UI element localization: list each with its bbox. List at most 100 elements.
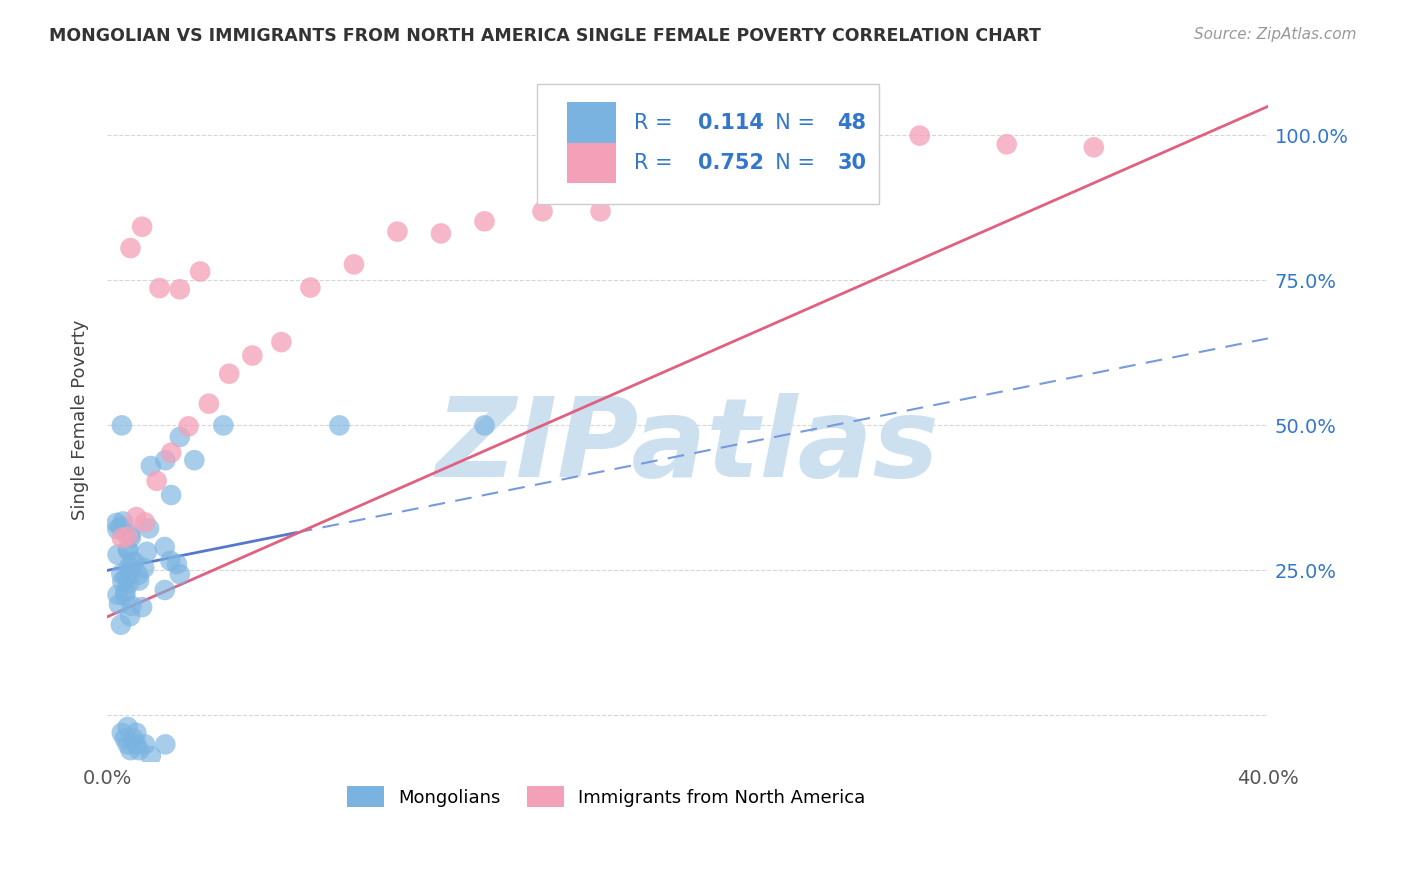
Immigrants from North America	[589, 204, 612, 219]
Mongolians	[183, 453, 205, 467]
Mongolians	[120, 609, 142, 624]
Mongolians	[127, 568, 149, 582]
Mongolians	[117, 542, 139, 557]
Immigrants from North America	[1083, 140, 1105, 154]
Mongolians	[120, 530, 142, 544]
Mongolians	[169, 567, 191, 582]
Mongolians	[125, 725, 148, 739]
FancyBboxPatch shape	[567, 103, 616, 143]
Mongolians	[111, 418, 134, 433]
Mongolians	[120, 743, 142, 757]
Mongolians	[118, 559, 141, 574]
Text: MONGOLIAN VS IMMIGRANTS FROM NORTH AMERICA SINGLE FEMALE POVERTY CORRELATION CHA: MONGOLIAN VS IMMIGRANTS FROM NORTH AMERI…	[49, 27, 1040, 45]
Mongolians	[107, 588, 129, 602]
Immigrants from North America	[188, 264, 211, 278]
Mongolians	[107, 548, 129, 562]
Mongolians	[124, 555, 146, 569]
Immigrants from North America	[706, 182, 728, 196]
Immigrants from North America	[531, 204, 554, 219]
Mongolians	[118, 576, 141, 591]
Legend: Mongolians, Immigrants from North America: Mongolians, Immigrants from North Americ…	[340, 779, 873, 814]
Mongolians	[117, 720, 139, 734]
Immigrants from North America	[908, 128, 931, 143]
Text: N =: N =	[762, 112, 821, 133]
Immigrants from North America	[177, 419, 200, 434]
Mongolians	[117, 737, 139, 751]
Immigrants from North America	[763, 171, 786, 186]
Text: ZIPatlas: ZIPatlas	[436, 393, 939, 500]
Mongolians	[155, 737, 177, 751]
Immigrants from North America	[240, 349, 263, 363]
Text: 30: 30	[838, 153, 866, 173]
Mongolians	[114, 731, 136, 746]
Immigrants from North America	[111, 531, 134, 545]
Immigrants from North America	[837, 154, 859, 169]
Mongolians	[121, 599, 143, 613]
Mongolians	[120, 527, 142, 541]
Text: R =: R =	[634, 153, 679, 173]
Immigrants from North America	[169, 282, 191, 296]
Immigrants from North America	[160, 446, 183, 460]
FancyBboxPatch shape	[537, 84, 879, 204]
Mongolians	[114, 589, 136, 603]
Mongolians	[328, 418, 350, 433]
Mongolians	[139, 749, 162, 764]
Mongolians	[160, 488, 183, 502]
Mongolians	[128, 743, 150, 757]
Immigrants from North America	[218, 367, 240, 381]
Immigrants from North America	[117, 529, 139, 543]
Mongolians	[117, 542, 139, 557]
Mongolians	[118, 565, 141, 579]
Text: 0.114: 0.114	[697, 112, 763, 133]
Mongolians	[135, 545, 157, 559]
Immigrants from North America	[647, 163, 669, 178]
Immigrants from North America	[387, 225, 409, 239]
Immigrants from North America	[270, 334, 292, 349]
Mongolians	[110, 617, 132, 632]
Text: R =: R =	[634, 112, 679, 133]
Immigrants from North America	[134, 516, 156, 530]
Mongolians	[110, 520, 132, 534]
Immigrants from North America	[430, 227, 453, 241]
Mongolians	[108, 598, 131, 612]
Immigrants from North America	[343, 257, 366, 271]
Immigrants from North America	[299, 280, 322, 294]
Mongolians	[105, 522, 128, 536]
Immigrants from North America	[198, 397, 221, 411]
Mongolians	[138, 521, 160, 535]
Immigrants from North America	[995, 137, 1018, 152]
Mongolians	[139, 458, 162, 473]
Mongolians	[128, 574, 150, 588]
Mongolians	[122, 731, 145, 746]
Mongolians	[153, 582, 176, 597]
Mongolians	[166, 557, 188, 571]
Immigrants from North America	[148, 281, 170, 295]
Mongolians	[212, 418, 235, 433]
FancyBboxPatch shape	[567, 143, 616, 183]
Mongolians	[105, 516, 128, 530]
Immigrants from North America	[125, 510, 148, 524]
Immigrants from North America	[145, 474, 167, 488]
Mongolians	[131, 600, 153, 615]
Text: Source: ZipAtlas.com: Source: ZipAtlas.com	[1194, 27, 1357, 42]
Mongolians	[110, 566, 132, 581]
Mongolians	[111, 725, 134, 739]
Mongolians	[111, 574, 134, 589]
Mongolians	[159, 554, 181, 568]
Mongolians	[111, 515, 134, 529]
Immigrants from North America	[131, 219, 153, 234]
Mongolians	[114, 570, 136, 584]
Mongolians	[121, 556, 143, 570]
Immigrants from North America	[120, 241, 142, 255]
Text: N =: N =	[762, 153, 821, 173]
Mongolians	[125, 737, 148, 751]
Y-axis label: Single Female Poverty: Single Female Poverty	[72, 319, 89, 520]
Text: 48: 48	[838, 112, 866, 133]
Text: 0.752: 0.752	[697, 153, 763, 173]
Mongolians	[134, 561, 156, 575]
Mongolians	[114, 585, 136, 599]
Immigrants from North America	[474, 214, 496, 228]
Mongolians	[155, 453, 177, 467]
Mongolians	[153, 540, 176, 554]
Mongolians	[474, 418, 496, 433]
